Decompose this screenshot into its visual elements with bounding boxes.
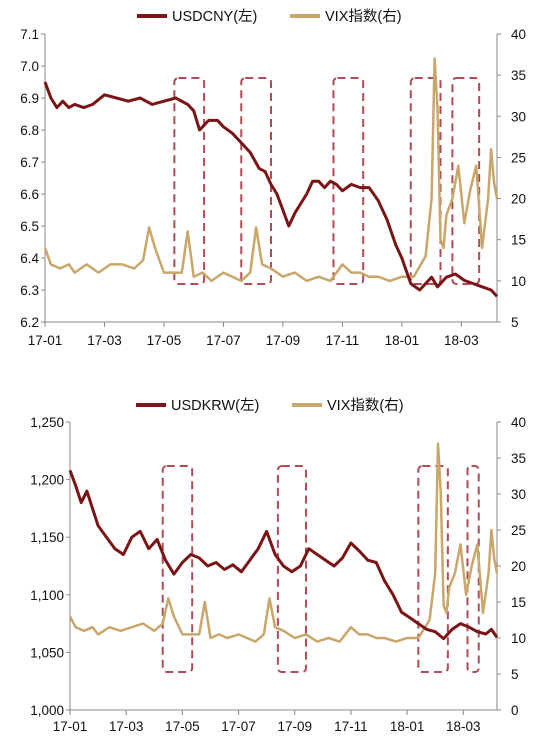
y-left-tick-label: 6.6 bbox=[20, 187, 39, 202]
y-left-tick-label: 6.8 bbox=[20, 123, 39, 138]
highlight-period-box bbox=[161, 465, 194, 673]
series-vix-line bbox=[43, 57, 499, 283]
y-right-tick-label: 35 bbox=[511, 451, 526, 466]
y-left-tick-label: 6.7 bbox=[20, 155, 39, 170]
x-tick-label: 18-01 bbox=[385, 333, 420, 348]
y-right-tick-label: 15 bbox=[511, 233, 526, 248]
x-tick-label: 18-03 bbox=[446, 719, 481, 734]
highlight-period-box bbox=[417, 465, 449, 673]
y-right-tick-label: 20 bbox=[511, 559, 526, 574]
legend-label: USDKRW(左) bbox=[171, 397, 259, 414]
y-right-tick-label: 35 bbox=[511, 68, 526, 83]
x-tick-label: 17-07 bbox=[206, 333, 241, 348]
y-left-tick-label: 7.0 bbox=[20, 59, 39, 74]
y-right-tick-label: 10 bbox=[511, 274, 526, 289]
legend-label: VIX指数(右) bbox=[325, 8, 402, 25]
y-left-tick-label: 1,150 bbox=[30, 530, 64, 545]
x-tick-label: 17-07 bbox=[221, 719, 256, 734]
y-right-tick-label: 5 bbox=[511, 667, 519, 682]
y-left-tick-label: 1,100 bbox=[30, 588, 64, 603]
x-tick-label: 17-05 bbox=[165, 719, 200, 734]
x-tick-label: 17-01 bbox=[28, 333, 63, 348]
y-right-tick-label: 0 bbox=[511, 703, 519, 718]
y-left-tick-label: 6.4 bbox=[20, 251, 39, 266]
y-right-tick-label: 20 bbox=[511, 192, 526, 207]
y-left-tick-label: 1,000 bbox=[30, 703, 64, 718]
x-tick-label: 18-01 bbox=[390, 719, 425, 734]
x-tick-label: 17-09 bbox=[266, 333, 301, 348]
x-tick-label: 17-05 bbox=[147, 333, 182, 348]
x-tick-label: 17-11 bbox=[326, 333, 360, 348]
y-right-tick-label: 10 bbox=[511, 631, 526, 646]
series-fx-line bbox=[68, 469, 499, 641]
x-tick-label: 17-03 bbox=[87, 333, 122, 348]
y-left-tick-label: 7.1 bbox=[20, 27, 39, 42]
y-right-tick-label: 30 bbox=[511, 109, 526, 124]
y-right-tick-label: 25 bbox=[511, 150, 526, 165]
x-tick-label: 17-01 bbox=[53, 719, 88, 734]
y-right-tick-label: 30 bbox=[511, 487, 526, 502]
highlight-period-box bbox=[409, 77, 442, 285]
y-right-tick-label: 40 bbox=[511, 415, 526, 430]
y-left-tick-label: 1,200 bbox=[30, 473, 64, 488]
highlight-period-box bbox=[276, 465, 307, 673]
y-left-tick-label: 6.3 bbox=[20, 283, 39, 298]
highlight-period-box bbox=[173, 77, 206, 285]
x-tick-label: 17-03 bbox=[109, 719, 144, 734]
y-right-tick-label: 40 bbox=[511, 27, 526, 42]
series-vix-line bbox=[68, 442, 499, 643]
y-left-tick-label: 6.9 bbox=[20, 91, 39, 106]
highlight-period-box bbox=[240, 77, 272, 285]
y-right-tick-label: 25 bbox=[511, 523, 526, 538]
x-tick-label: 18-03 bbox=[444, 333, 479, 348]
x-tick-label: 17-11 bbox=[334, 719, 368, 734]
y-left-tick-label: 6.5 bbox=[20, 219, 39, 234]
x-tick-label: 17-09 bbox=[277, 719, 312, 734]
legend-label: USDCNY(左) bbox=[172, 8, 257, 25]
y-left-tick-label: 1,050 bbox=[30, 645, 64, 660]
y-left-tick-label: 6.2 bbox=[20, 315, 39, 330]
chart-usdcny-vix: 7.1 7.0 6.9 6.8 6.7 6.6 6.5 6.4 6.3 6.2 40 35 30 25 20… bbox=[20, 8, 526, 348]
y-right-tick-label: 5 bbox=[511, 315, 519, 330]
y-left-tick-label: 1,250 bbox=[30, 415, 64, 430]
highlight-period-box bbox=[466, 465, 480, 673]
highlight-period-box bbox=[332, 77, 365, 285]
y-right-tick-label: 15 bbox=[511, 595, 526, 610]
series-fx-line bbox=[43, 81, 499, 298]
chart-usdkrw-vix: 1,250 1,200 1,150 1,100 1,050 1,000 40 35 30 25 20… bbox=[30, 397, 526, 734]
legend-label: VIX指数(右) bbox=[327, 397, 404, 414]
highlight-period-box bbox=[451, 77, 481, 285]
